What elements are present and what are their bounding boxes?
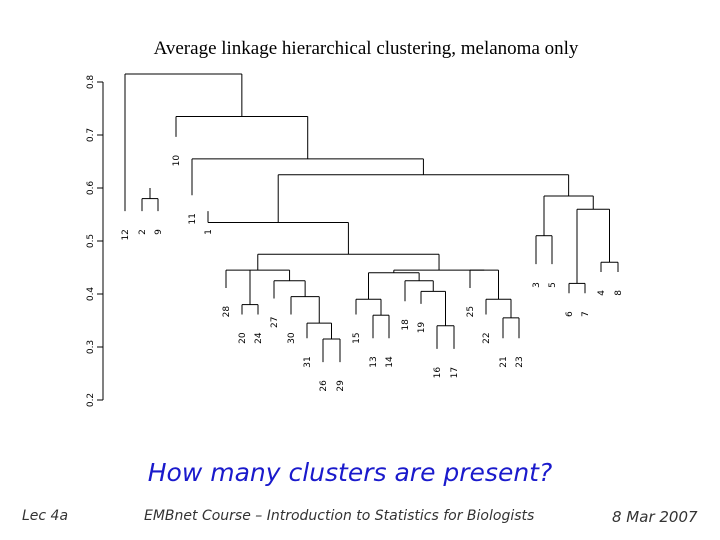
leaf-label-20: 20: [238, 332, 248, 344]
y-tick-label: 0.2: [86, 393, 96, 407]
leaf-label-9: 9: [154, 229, 164, 235]
leaf-label-21: 21: [499, 356, 509, 367]
y-tick-label: 0.4: [86, 287, 96, 302]
y-tick-label: 0.8: [86, 75, 96, 90]
leaf-label-8: 8: [614, 290, 624, 296]
leaf-label-12: 12: [121, 229, 131, 240]
leaf-label-18: 18: [401, 319, 411, 331]
footer-lecture: Lec 4a: [22, 508, 69, 524]
leaf-label-22: 22: [482, 332, 492, 343]
leaf-label-7: 7: [581, 311, 591, 317]
leaf-label-6: 6: [565, 311, 575, 317]
chart-title: Average linkage hierarchical clustering,…: [153, 38, 579, 59]
leaf-label-19: 19: [417, 322, 427, 334]
leaf-label-3: 3: [532, 282, 542, 288]
leaf-label-4: 4: [597, 290, 607, 296]
leaf-label-25: 25: [466, 306, 476, 317]
leaf-label-14: 14: [385, 356, 395, 368]
leaf-label-5: 5: [548, 282, 558, 288]
footer-course: EMBnet Course – Introduction to Statisti…: [144, 508, 535, 524]
leaf-label-13: 13: [369, 356, 379, 367]
y-tick-label: 0.3: [86, 340, 96, 354]
question-text: How many clusters are present?: [147, 458, 553, 487]
leaf-label-31: 31: [303, 356, 313, 367]
leaf-label-2: 2: [138, 229, 148, 235]
footer-date: 8 Mar 2007: [612, 508, 698, 526]
leaf-label-15: 15: [352, 332, 362, 343]
leaf-label-11: 11: [188, 213, 198, 224]
leaf-label-1: 1: [204, 229, 214, 235]
leaf-label-16: 16: [433, 367, 443, 379]
y-axis: 0.2 0.3 0.4 0.5 0.6 0.7 0.8: [86, 75, 104, 407]
y-tick-label: 0.6: [86, 181, 96, 196]
leaf-label-28: 28: [222, 306, 232, 318]
leaf-label-24: 24: [254, 332, 264, 344]
dendrogram-branches: [124, 73, 619, 363]
leaf-label-17: 17: [450, 367, 460, 378]
leaf-label-27: 27: [270, 317, 280, 328]
y-tick-label: 0.7: [86, 128, 96, 142]
y-tick-label: 0.5: [86, 234, 96, 248]
leaf-label-26: 26: [319, 380, 329, 392]
leaf-label-10: 10: [172, 155, 182, 167]
leaf-label-23: 23: [515, 356, 525, 367]
leaf-label-30: 30: [287, 332, 297, 344]
leaf-label-29: 29: [336, 380, 346, 392]
